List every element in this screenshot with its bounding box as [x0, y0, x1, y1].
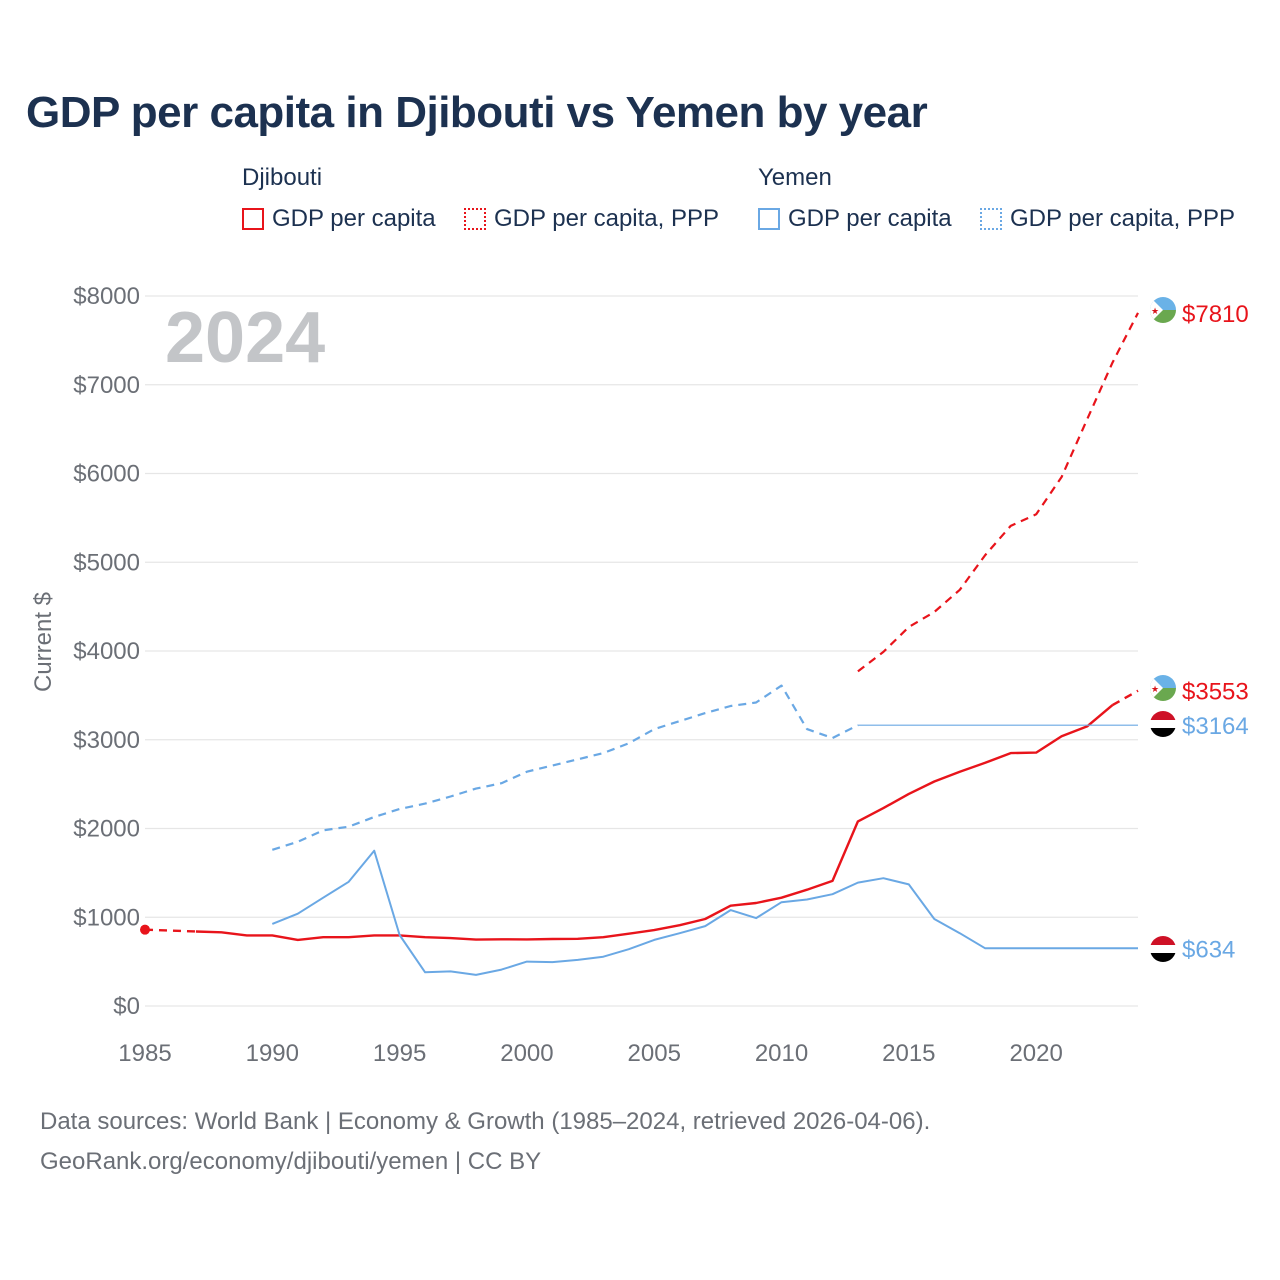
x-tick-label: 2005: [628, 1040, 681, 1067]
legend-item-yemen-gdp-ppp[interactable]: GDP per capita, PPP: [980, 204, 1235, 234]
legend-swatch-dotted-icon: [464, 208, 486, 230]
legend-item-label: GDP per capita, PPP: [494, 205, 719, 232]
footer-attribution[interactable]: GeoRank.org/economy/djibouti/yemen | CC …: [40, 1148, 542, 1175]
x-tick-label: 1995: [373, 1040, 426, 1067]
x-tick-label: 1985: [118, 1040, 171, 1067]
y-tick-label: $6000: [73, 461, 140, 488]
legend-item-djibouti-gdp[interactable]: GDP per capita: [242, 204, 436, 234]
y-axis-label: Current $: [30, 592, 57, 692]
legend-group-yemen: Yemen: [758, 164, 832, 191]
djibouti-gdp-per-capita-line: [195, 704, 1114, 942]
yemen-flag-icon: [1150, 711, 1176, 737]
end-value-label: $634: [1182, 936, 1235, 963]
end-value-label: $3553: [1182, 679, 1249, 706]
legend-item-yemen-gdp[interactable]: GDP per capita: [758, 204, 952, 234]
footer-sources: Data sources: World Bank | Economy & Gro…: [40, 1108, 931, 1135]
chart-title: GDP per capita in Djibouti vs Yemen by y…: [26, 88, 928, 137]
legend-item-label: GDP per capita, PPP: [1010, 205, 1235, 232]
y-tick-label: $4000: [73, 638, 140, 665]
djibouti-gdp-per-capita-line: [144, 928, 196, 933]
djibouti-flag-icon: ★: [1150, 297, 1176, 323]
djibouti-gdp-per-capita-ppp-line: [857, 312, 1139, 673]
y-tick-label: $7000: [73, 372, 140, 399]
djibouti-flag-icon: ★: [1150, 675, 1176, 701]
x-tick-label: 2010: [755, 1040, 808, 1067]
y-tick-label: $1000: [73, 904, 140, 931]
legend-swatch-solid-icon: [758, 208, 780, 230]
y-tick-label: $3000: [73, 727, 140, 754]
y-tick-label: $2000: [73, 816, 140, 843]
yemen-gdp-per-capita-ppp-line: [271, 684, 859, 851]
legend-group-djibouti: Djibouti: [242, 164, 323, 191]
legend-swatch-solid-icon: [242, 208, 264, 230]
svg-text:★: ★: [1151, 685, 1159, 695]
yemen-gdp-per-capita-line: [271, 849, 1138, 976]
djibouti-gdp-per-capita-start-point: [140, 924, 150, 935]
y-tick-label: $0: [113, 993, 140, 1020]
x-tick-label: 2000: [500, 1040, 553, 1067]
x-tick-label: 2020: [1009, 1040, 1062, 1067]
current-year-watermark: 2024: [165, 298, 325, 378]
y-tick-label: $8000: [73, 283, 140, 310]
y-tick-label: $5000: [73, 549, 140, 576]
end-value-label: $3164: [1182, 713, 1249, 740]
x-tick-label: 1990: [246, 1040, 299, 1067]
legend-item-djibouti-gdp-ppp[interactable]: GDP per capita, PPP: [464, 204, 719, 234]
x-tick-label: 2015: [882, 1040, 935, 1067]
legend-item-label: GDP per capita: [272, 205, 436, 232]
svg-text:★: ★: [1151, 307, 1159, 317]
end-value-label: $7810: [1182, 301, 1249, 328]
legend-item-label: GDP per capita: [788, 205, 952, 232]
yemen-flag-icon: [1150, 936, 1176, 962]
djibouti-gdp-per-capita-line: [1111, 689, 1139, 707]
legend-swatch-dotted-icon: [980, 208, 1002, 230]
